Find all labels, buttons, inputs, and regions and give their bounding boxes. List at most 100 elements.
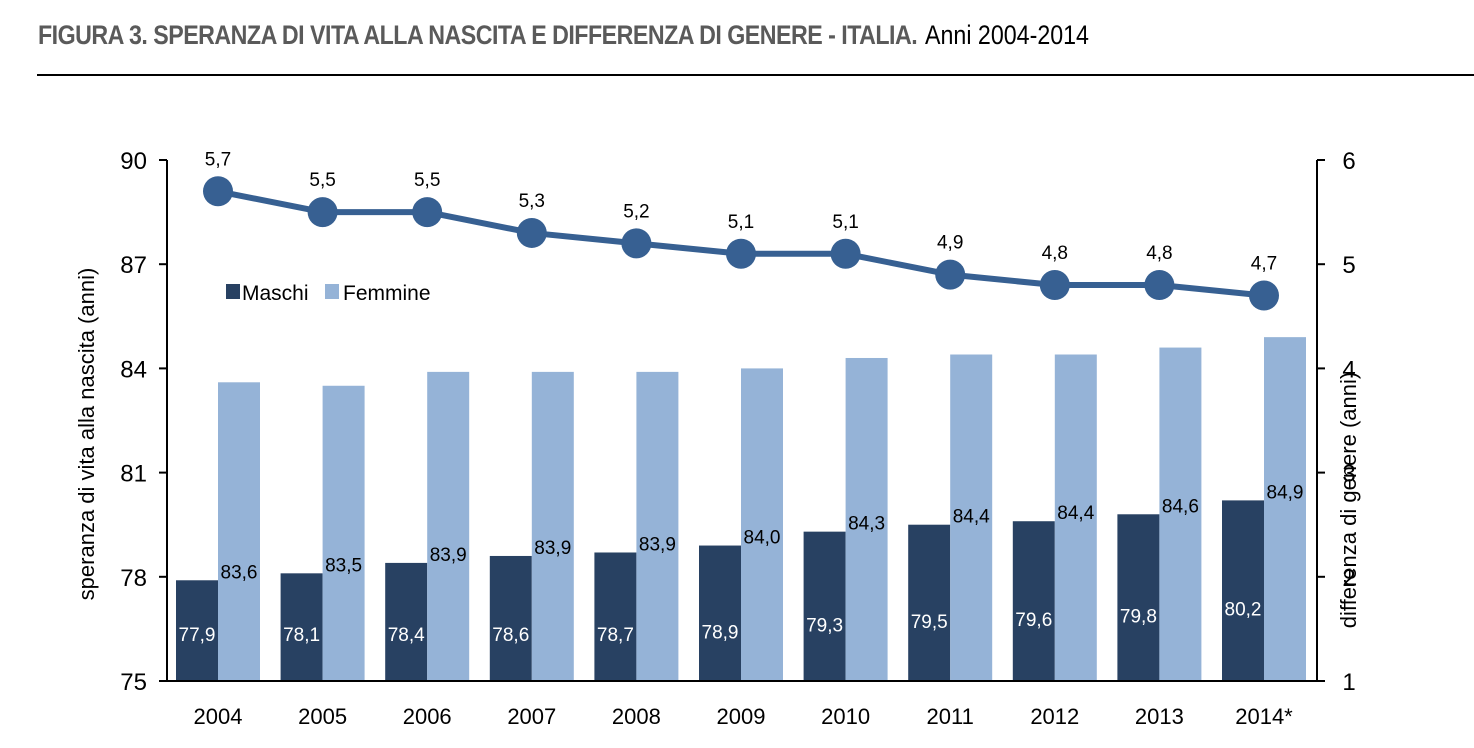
- data-label-maschi: 78,6: [492, 625, 529, 646]
- x-tick-label: 2012: [1030, 704, 1079, 729]
- x-tick-label: 2011: [927, 704, 974, 729]
- bar-maschi: [280, 573, 323, 681]
- bars-layer: [176, 337, 1306, 681]
- legend-swatch-femmine: [325, 284, 339, 299]
- point-differenza: [935, 259, 966, 290]
- labels-layer: 5,7 5,5 5,5 5,3 5,2 5,1 5,1 4,9 4,8 4,8 4,7 77,9 83,…: [179, 149, 1304, 646]
- point-differenza: [412, 197, 443, 228]
- data-label-differenza: 4,8: [1146, 243, 1172, 264]
- point-differenza: [1039, 270, 1070, 301]
- bar-maschi: [803, 531, 846, 681]
- bar-maschi: [489, 555, 532, 681]
- y-tick-label-right: 6: [1342, 148, 1355, 175]
- data-label-differenza: 5,7: [205, 149, 231, 170]
- point-differenza: [1249, 280, 1279, 311]
- data-label-femmine: 83,6: [221, 562, 258, 583]
- point-differenza: [621, 228, 652, 259]
- data-label-femmine: 84,4: [1057, 503, 1094, 524]
- y-tick-label-right: 1: [1342, 669, 1355, 696]
- line-layer: [203, 176, 1279, 311]
- x-tick-label: 2009: [717, 704, 766, 729]
- x-tick-label: 2010: [821, 704, 870, 729]
- bar-femmine: [531, 371, 574, 681]
- data-label-differenza: 5,5: [414, 170, 440, 191]
- point-differenza: [1144, 270, 1175, 301]
- x-tick-label: 2013: [1135, 704, 1184, 729]
- point-differenza: [203, 176, 233, 207]
- data-label-differenza: 5,5: [309, 170, 335, 191]
- data-label-femmine: 84,6: [1162, 496, 1199, 517]
- data-label-femmine: 84,4: [953, 507, 990, 528]
- bar-femmine: [1264, 337, 1306, 681]
- y-tick-label-right: 2: [1342, 565, 1355, 592]
- bar-maschi: [594, 552, 637, 681]
- bar-maschi: [908, 524, 951, 681]
- x-tick-label: 2007: [507, 704, 556, 729]
- data-label-femmine: 83,9: [534, 538, 571, 559]
- axes-layer: 75 78 81 84 87 90 1 2 3 4 5 6 2004 2005 2006 2007 2008 20…: [74, 148, 1361, 729]
- bar-femmine: [1159, 347, 1202, 681]
- data-label-femmine: 84,9: [1267, 482, 1304, 503]
- bar-femmine: [322, 385, 365, 681]
- data-label-maschi: 78,1: [283, 625, 320, 646]
- x-tick-label: 2008: [612, 704, 661, 729]
- data-label-maschi: 79,6: [1015, 610, 1052, 631]
- y-tick-label-left: 87: [120, 252, 147, 279]
- data-label-differenza: 4,9: [937, 233, 963, 254]
- data-label-maschi: 80,2: [1225, 600, 1262, 621]
- data-label-differenza: 5,3: [519, 191, 545, 212]
- x-tick-label: 2005: [298, 704, 347, 729]
- title-divider: [37, 74, 1474, 76]
- data-label-maschi: 79,5: [911, 612, 948, 633]
- data-label-femmine: 83,9: [430, 545, 467, 566]
- data-label-differenza: 4,8: [1042, 243, 1068, 264]
- y-tick-label-left: 84: [120, 356, 147, 383]
- y-tick-label-left: 90: [120, 148, 147, 175]
- chart-title-years: Anni 2004-2014: [925, 20, 1090, 50]
- bar-maschi: [1117, 514, 1160, 681]
- bar-maschi: [385, 562, 428, 681]
- y-tick-label-right: 3: [1342, 461, 1355, 488]
- legend-label-femmine: Femmine: [343, 282, 431, 305]
- bar-femmine: [218, 382, 260, 681]
- y-axis-right-title: differenza di genere (anni): [1336, 372, 1361, 628]
- data-label-femmine: 83,9: [639, 534, 676, 555]
- data-label-maschi: 78,4: [388, 625, 425, 646]
- bar-maschi: [1012, 521, 1055, 681]
- bar-maschi: [699, 545, 741, 681]
- data-label-differenza: 4,7: [1251, 253, 1277, 274]
- data-label-maschi: 79,8: [1120, 607, 1157, 628]
- data-label-femmine: 83,5: [325, 555, 362, 576]
- data-label-differenza: 5,1: [728, 212, 754, 233]
- data-label-differenza: 5,2: [623, 201, 649, 222]
- bar-femmine: [741, 368, 783, 681]
- x-tick-label: 2006: [403, 704, 452, 729]
- bar-maschi: [1222, 500, 1264, 681]
- data-label-femmine: 84,0: [744, 528, 781, 549]
- bar-femmine: [427, 371, 470, 681]
- point-differenza: [307, 197, 338, 228]
- data-label-differenza: 5,1: [832, 212, 858, 233]
- bar-femmine: [845, 357, 888, 681]
- chart-title-bold: FIGURA 3. SPERANZA DI VITA ALLA NASCITA …: [38, 20, 918, 50]
- data-label-maschi: 77,9: [179, 625, 216, 646]
- chart-title: FIGURA 3. SPERANZA DI VITA ALLA NASCITA …: [38, 20, 1089, 60]
- bar-femmine: [950, 354, 993, 681]
- data-label-maschi: 79,3: [806, 615, 843, 636]
- x-tick-label: 2014*: [1235, 704, 1293, 729]
- legend: Maschi Femmine: [226, 282, 431, 305]
- y-tick-label-right: 4: [1342, 356, 1355, 383]
- point-differenza: [516, 217, 547, 248]
- y-tick-label-left: 75: [120, 669, 147, 696]
- point-differenza: [830, 238, 861, 269]
- bar-femmine: [636, 371, 679, 681]
- x-tick-label: 2004: [194, 704, 243, 729]
- y-tick-label-left: 81: [120, 461, 147, 488]
- data-label-femmine: 84,3: [848, 514, 885, 535]
- bar-femmine: [1054, 354, 1097, 681]
- y-tick-label-left: 78: [120, 565, 147, 592]
- data-label-maschi: 78,9: [702, 622, 739, 643]
- data-label-maschi: 78,7: [597, 625, 634, 646]
- point-differenza: [726, 238, 756, 269]
